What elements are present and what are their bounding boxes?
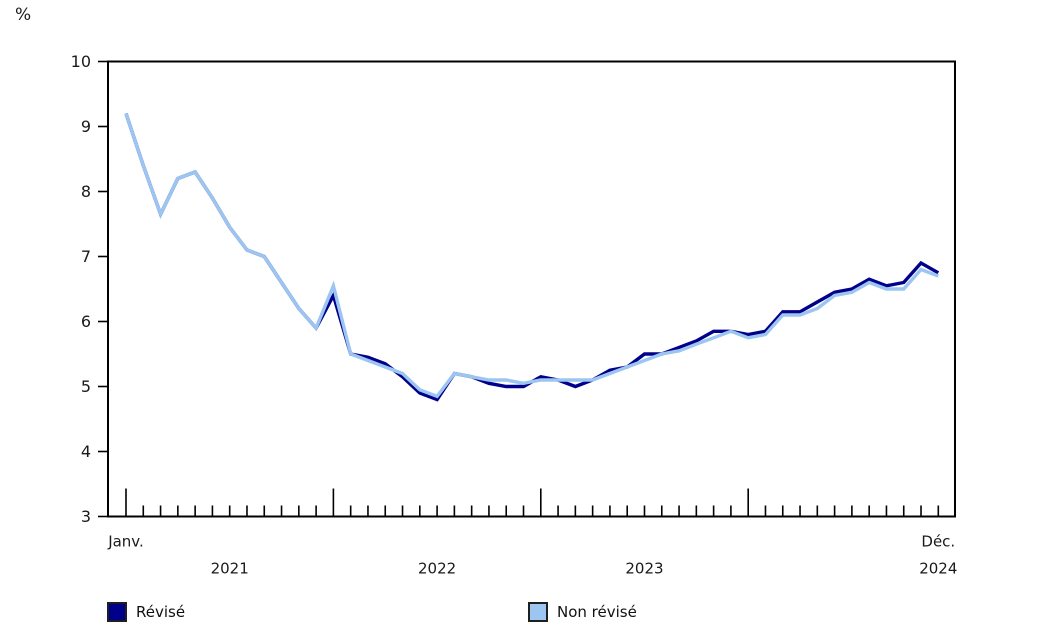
x-label-year: 2024 xyxy=(919,560,957,578)
unrevised-swatch-icon xyxy=(528,602,548,622)
legend-label-revised: Révisé xyxy=(136,603,186,621)
unrevised-series-line xyxy=(124,112,939,399)
y-tick-label: 10 xyxy=(71,52,91,71)
revised-swatch-icon xyxy=(107,602,127,622)
line-chart: 10 9 8 7 6 5 4 3 Janv. Déc. 2021 2022 2023 2024 xyxy=(71,52,958,578)
x-label-year: 2022 xyxy=(418,560,456,578)
revised-series-line xyxy=(124,112,940,402)
y-tick-label: 3 xyxy=(81,507,91,526)
x-label-year: 2023 xyxy=(625,560,663,578)
x-label-year: 2021 xyxy=(211,560,249,578)
legend-label-unrevised: Non révisé xyxy=(557,603,637,621)
x-label-last-month: Déc. xyxy=(921,533,955,551)
y-tick-label: 6 xyxy=(81,312,91,331)
y-tick-label: 9 xyxy=(81,117,91,136)
y-axis-unit-label: % xyxy=(15,5,32,25)
y-tick-label: 4 xyxy=(81,442,91,461)
legend-item-unrevised: Non révisé xyxy=(528,601,637,623)
x-label-first-month: Janv. xyxy=(107,533,144,551)
plot-frame xyxy=(107,60,956,518)
y-tick-label: 5 xyxy=(81,377,91,396)
legend-item-revised: Révisé xyxy=(107,601,185,623)
y-tick-label: 7 xyxy=(81,247,91,266)
y-tick-label: 8 xyxy=(81,182,91,201)
chart-legend: Révisé Non révisé xyxy=(0,601,1041,625)
